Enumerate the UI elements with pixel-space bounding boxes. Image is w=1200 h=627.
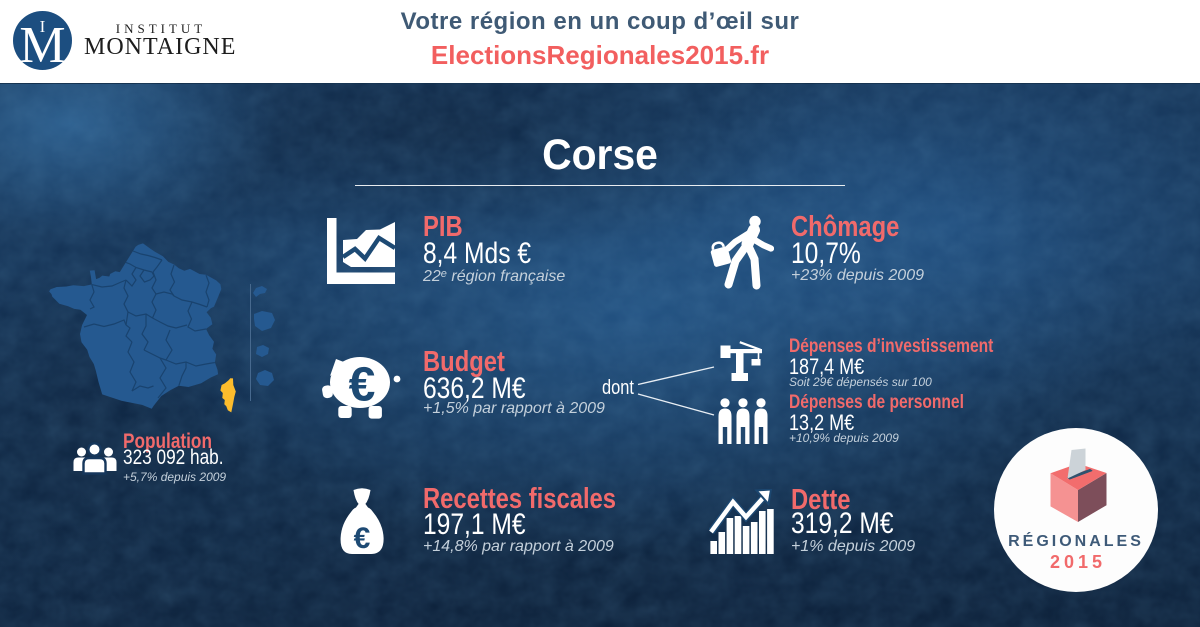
svg-text:€: € [349, 359, 376, 412]
svg-text:€: € [354, 522, 371, 555]
